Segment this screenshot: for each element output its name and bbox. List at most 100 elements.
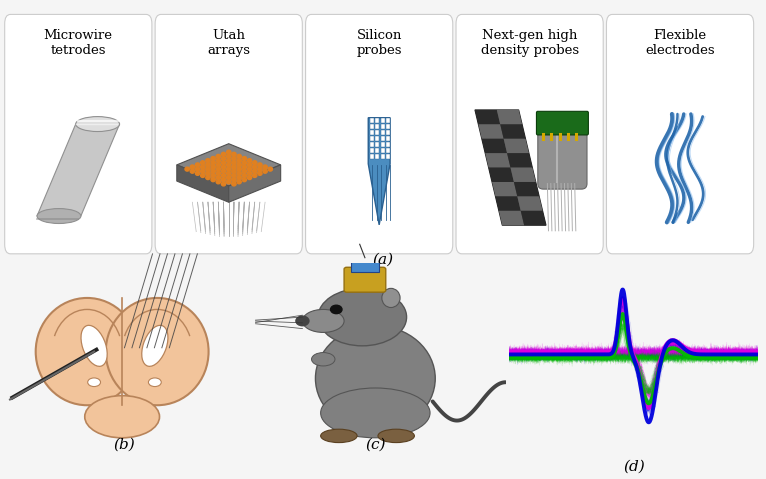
Polygon shape — [504, 139, 529, 153]
Circle shape — [253, 161, 257, 165]
Circle shape — [211, 157, 215, 160]
Text: (b): (b) — [113, 437, 136, 451]
Polygon shape — [485, 153, 510, 168]
Ellipse shape — [316, 326, 435, 431]
Text: (a): (a) — [372, 253, 394, 267]
Circle shape — [263, 169, 267, 173]
Ellipse shape — [312, 353, 335, 366]
Polygon shape — [482, 139, 507, 153]
Circle shape — [242, 173, 247, 177]
Circle shape — [216, 154, 221, 159]
Circle shape — [211, 169, 215, 173]
Bar — [370, 154, 374, 159]
Circle shape — [195, 163, 200, 167]
Ellipse shape — [321, 388, 430, 438]
Bar — [381, 154, 385, 159]
FancyBboxPatch shape — [155, 14, 303, 254]
Circle shape — [237, 171, 241, 175]
Circle shape — [227, 154, 231, 159]
Polygon shape — [514, 182, 539, 196]
Circle shape — [232, 173, 236, 177]
Circle shape — [247, 167, 252, 171]
Circle shape — [232, 165, 236, 169]
Circle shape — [185, 167, 189, 171]
Circle shape — [221, 152, 226, 156]
Ellipse shape — [81, 325, 107, 366]
Bar — [386, 137, 390, 141]
Ellipse shape — [378, 429, 414, 443]
Circle shape — [216, 159, 221, 163]
FancyBboxPatch shape — [456, 14, 603, 254]
Circle shape — [242, 169, 247, 173]
Circle shape — [232, 178, 236, 182]
Circle shape — [237, 163, 241, 167]
Circle shape — [211, 178, 215, 182]
Circle shape — [247, 159, 252, 163]
Bar — [386, 154, 390, 159]
Circle shape — [331, 305, 342, 314]
Circle shape — [232, 161, 236, 165]
Circle shape — [242, 178, 247, 182]
Circle shape — [195, 167, 200, 171]
Bar — [375, 125, 379, 129]
Bar — [381, 130, 385, 135]
Ellipse shape — [142, 325, 168, 366]
Ellipse shape — [303, 309, 344, 332]
Circle shape — [211, 165, 215, 169]
Circle shape — [227, 180, 231, 184]
FancyBboxPatch shape — [538, 125, 587, 189]
Circle shape — [247, 171, 252, 175]
Bar — [370, 125, 374, 129]
Polygon shape — [510, 168, 535, 182]
Polygon shape — [500, 125, 525, 139]
Polygon shape — [475, 110, 500, 125]
Bar — [386, 125, 390, 129]
Bar — [370, 142, 374, 147]
Bar — [375, 142, 379, 147]
Circle shape — [242, 165, 247, 169]
Circle shape — [201, 169, 205, 173]
Polygon shape — [492, 182, 517, 196]
Circle shape — [206, 159, 210, 163]
Circle shape — [296, 316, 309, 326]
Bar — [381, 148, 385, 153]
Text: Utah
arrays: Utah arrays — [208, 29, 250, 57]
Text: (d): (d) — [623, 460, 645, 474]
Ellipse shape — [321, 429, 357, 443]
Ellipse shape — [318, 288, 407, 346]
Ellipse shape — [76, 116, 119, 132]
Circle shape — [232, 169, 236, 173]
Bar — [375, 130, 379, 135]
Circle shape — [221, 173, 226, 177]
Circle shape — [237, 159, 241, 163]
Polygon shape — [499, 211, 524, 225]
Circle shape — [237, 180, 241, 184]
Circle shape — [190, 169, 195, 173]
Circle shape — [216, 163, 221, 167]
Circle shape — [221, 178, 226, 182]
FancyBboxPatch shape — [306, 14, 453, 254]
Circle shape — [201, 161, 205, 165]
Ellipse shape — [106, 298, 208, 405]
Ellipse shape — [381, 288, 400, 308]
Circle shape — [227, 167, 231, 171]
Circle shape — [211, 173, 215, 177]
Circle shape — [253, 173, 257, 177]
Circle shape — [190, 165, 195, 169]
Circle shape — [216, 176, 221, 180]
Text: Silicon
probes: Silicon probes — [356, 29, 402, 57]
FancyBboxPatch shape — [5, 14, 152, 254]
Circle shape — [221, 161, 226, 165]
Bar — [375, 148, 379, 153]
Bar — [381, 137, 385, 141]
Circle shape — [211, 161, 215, 165]
Bar — [386, 148, 390, 153]
Bar — [386, 142, 390, 147]
Circle shape — [232, 152, 236, 156]
Polygon shape — [229, 165, 280, 202]
Polygon shape — [489, 168, 514, 182]
Circle shape — [206, 171, 210, 175]
FancyBboxPatch shape — [351, 257, 379, 272]
Text: Flexible
electrodes: Flexible electrodes — [645, 29, 715, 57]
Circle shape — [227, 159, 231, 163]
